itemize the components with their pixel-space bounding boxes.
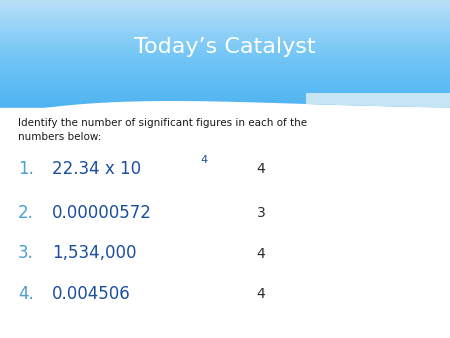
Bar [0,95,450,96]
Text: 3.: 3. [18,244,34,263]
Bar [0,100,450,101]
Bar [0,53,450,54]
Text: Today’s Catalyst: Today’s Catalyst [134,37,316,57]
Bar [0,41,450,42]
Bar [0,4,450,5]
Bar [0,45,450,46]
Text: 1,534,000: 1,534,000 [52,244,136,263]
Bar [0,69,450,70]
Bar [0,77,450,78]
Bar [0,76,450,77]
Bar [0,62,450,64]
Bar [0,49,450,50]
Bar [0,57,450,58]
Bar [0,30,450,31]
Bar [0,82,450,84]
Bar [0,9,450,11]
Bar [0,91,450,92]
Bar [0,84,450,85]
Text: 0.00000572: 0.00000572 [52,204,152,222]
Text: 2.: 2. [18,204,34,222]
Bar [0,15,450,16]
Bar [0,5,450,7]
Bar [0,61,450,62]
Bar [0,20,450,22]
Bar [0,66,450,68]
Bar [0,28,450,30]
Bar [0,8,450,9]
Bar [0,26,450,27]
Bar [0,65,450,66]
Bar [0,70,450,72]
Text: 4.: 4. [18,285,34,303]
Text: 1.: 1. [18,160,34,178]
Bar [0,78,450,80]
Polygon shape [306,93,450,107]
Bar [0,93,450,95]
Bar [0,54,450,55]
Bar [0,35,450,37]
Bar [0,34,450,35]
Bar [0,68,450,69]
Bar [0,19,450,20]
Bar [0,1,450,3]
Bar [0,43,450,45]
Bar [0,27,450,28]
Bar [0,24,450,26]
Bar [0,22,450,23]
Bar [0,74,450,76]
Text: 4: 4 [200,154,207,165]
Text: 22.34 x 10: 22.34 x 10 [52,160,141,178]
Bar [0,32,450,34]
Bar [0,51,450,53]
Text: 4: 4 [256,246,265,261]
Bar [0,107,450,108]
Text: 3: 3 [256,206,265,220]
Bar [0,0,450,1]
Bar [0,42,450,43]
Bar [0,73,450,74]
Bar [0,37,450,38]
Bar [0,81,450,82]
Bar [0,23,450,24]
Bar [0,12,450,14]
Bar [0,31,450,32]
Bar [0,88,450,89]
Bar [0,92,450,93]
Bar [0,72,450,73]
Bar [0,18,450,19]
Bar [0,89,450,91]
Bar [0,99,450,100]
Text: 4: 4 [256,287,265,301]
Bar [0,104,450,105]
Bar [0,7,450,8]
Bar [0,58,450,59]
Bar [0,96,450,97]
Text: 4: 4 [256,162,265,176]
Bar [0,97,450,99]
Bar [0,103,450,104]
Text: 0.004506: 0.004506 [52,285,130,303]
Bar [0,105,450,107]
Bar [0,16,450,18]
Bar [0,50,450,51]
Text: Identify the number of significant figures in each of the
numbers below:: Identify the number of significant figur… [18,118,307,142]
Bar [0,85,450,87]
Bar [0,64,450,65]
Bar [0,108,450,338]
Bar [0,101,450,103]
Bar [0,39,450,41]
Bar [0,87,450,88]
Bar [0,14,450,15]
Bar [0,80,450,81]
Bar [0,3,450,4]
Bar [0,59,450,61]
Bar [0,47,450,49]
Polygon shape [0,101,450,338]
Bar [0,55,450,57]
Bar [0,38,450,39]
Bar [0,46,450,47]
Bar [0,11,450,12]
